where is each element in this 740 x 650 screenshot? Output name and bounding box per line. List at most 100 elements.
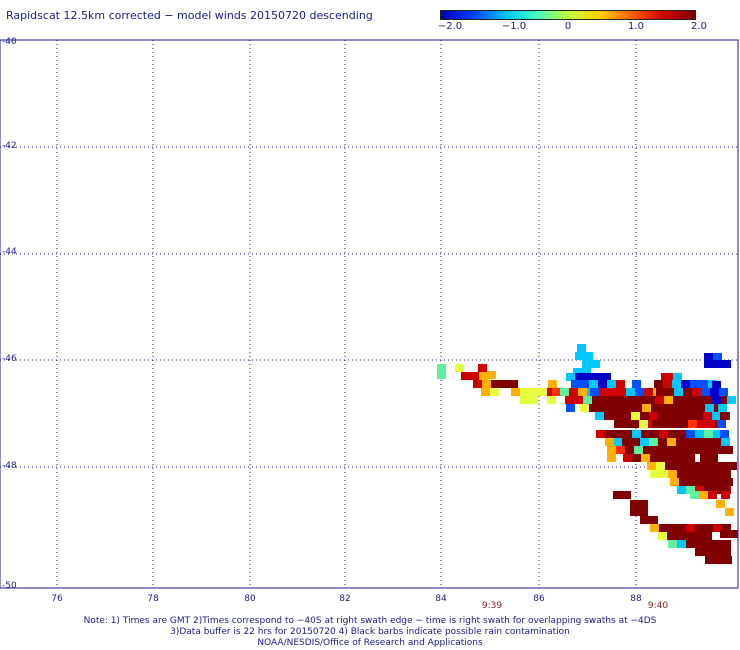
swath-cell [709, 454, 718, 462]
swath-cell [681, 380, 690, 388]
swath-cell [725, 508, 734, 516]
colorbar [440, 10, 696, 20]
swath-cell [703, 532, 712, 540]
swath-cell [703, 438, 712, 446]
swath-cell [695, 524, 704, 532]
swath-cell [664, 396, 673, 404]
swath-cell [614, 430, 623, 438]
swath-cell [700, 454, 709, 462]
swath-cell [674, 388, 683, 396]
swath-cell [589, 380, 598, 388]
swath-cell [677, 430, 686, 438]
swath-cell [673, 373, 682, 381]
lon-label-88: 88 [630, 594, 642, 604]
swath-cell [718, 404, 727, 412]
swath-cell [699, 380, 708, 388]
swath-cell [700, 396, 709, 404]
swath-cell [685, 412, 694, 420]
swath-cell [713, 360, 722, 368]
swath-cell [569, 388, 578, 396]
swath-cell [632, 430, 641, 438]
lon-label-82: 82 [339, 594, 351, 604]
swath-cell [676, 438, 685, 446]
swath-cell [605, 430, 614, 438]
swath-cell [584, 352, 593, 360]
swath-cell [686, 540, 695, 548]
swath-cell [565, 396, 574, 404]
swath-cell [601, 396, 610, 404]
swath-cell [668, 540, 677, 548]
swath-cell [593, 373, 602, 381]
swath-cell [659, 454, 668, 462]
swath-cell [677, 524, 686, 532]
swath-cell [724, 446, 733, 454]
swath-cell [605, 438, 614, 446]
swath-cell [482, 380, 491, 388]
swath-cell [704, 470, 713, 478]
swath-cell [595, 412, 604, 420]
swath-cell [652, 446, 661, 454]
swath-cell [491, 380, 500, 388]
swath-cell [631, 412, 640, 420]
swath-cell [608, 388, 617, 396]
swath-cell [692, 388, 701, 396]
swath-cell [712, 412, 721, 420]
swath-cell [571, 380, 580, 388]
swath-cell [623, 404, 632, 412]
swath-cell [604, 412, 613, 420]
swath-cell [729, 530, 738, 538]
swath-cell [685, 532, 694, 540]
swath-cell [701, 388, 710, 396]
swath-cell [663, 380, 672, 388]
swath-cell [721, 491, 730, 499]
swath-cell [455, 364, 464, 372]
swath-cell [661, 420, 670, 428]
swath-cell [704, 430, 713, 438]
swath-cell [659, 430, 668, 438]
swath-cell [713, 353, 722, 361]
swath-cell [479, 372, 488, 380]
swath-cell [566, 373, 575, 381]
swath-cell [705, 556, 714, 564]
swath-cell [676, 412, 685, 420]
swath-cell [582, 368, 591, 376]
swath-cell [668, 454, 677, 462]
swath-cell [613, 491, 622, 499]
swath-cell [642, 404, 651, 412]
swath-cell [704, 360, 713, 368]
swath-cell [686, 454, 695, 462]
swath-cell [656, 388, 665, 396]
pass-time-940: 9:40 [647, 601, 669, 611]
swath-cell [646, 396, 655, 404]
swath-cell [633, 404, 642, 412]
swath-cell [511, 388, 520, 396]
note-line-2: 3)Data buffer is 22 hrs for 20150720 4) … [170, 627, 570, 637]
swath-cell [679, 478, 688, 486]
swath-cell [605, 404, 614, 412]
swath-cell [720, 430, 729, 438]
swath-cell [583, 396, 592, 404]
swath-cell [630, 508, 639, 516]
swath-cell [580, 380, 589, 388]
swath-cell [656, 462, 665, 470]
swath-cell [679, 420, 688, 428]
swath-cell [713, 486, 722, 494]
swath-cell [625, 446, 634, 454]
swath-cell [719, 388, 728, 396]
swath-cell [682, 396, 691, 404]
lat-label-42: -42 [2, 141, 17, 151]
swath-cell [616, 446, 625, 454]
swath-cell [640, 516, 649, 524]
swath-cell [668, 524, 677, 532]
swath-cell [626, 388, 635, 396]
swath-cell [672, 380, 681, 388]
swath-cell [668, 430, 677, 438]
swath-cell [654, 380, 663, 388]
swath-cell [695, 548, 704, 556]
swath-cell [566, 404, 575, 412]
swath-cell [670, 446, 679, 454]
swath-cell [719, 462, 728, 470]
colorbar-label-max: 2.0 [691, 21, 707, 32]
swath-cell [667, 412, 676, 420]
